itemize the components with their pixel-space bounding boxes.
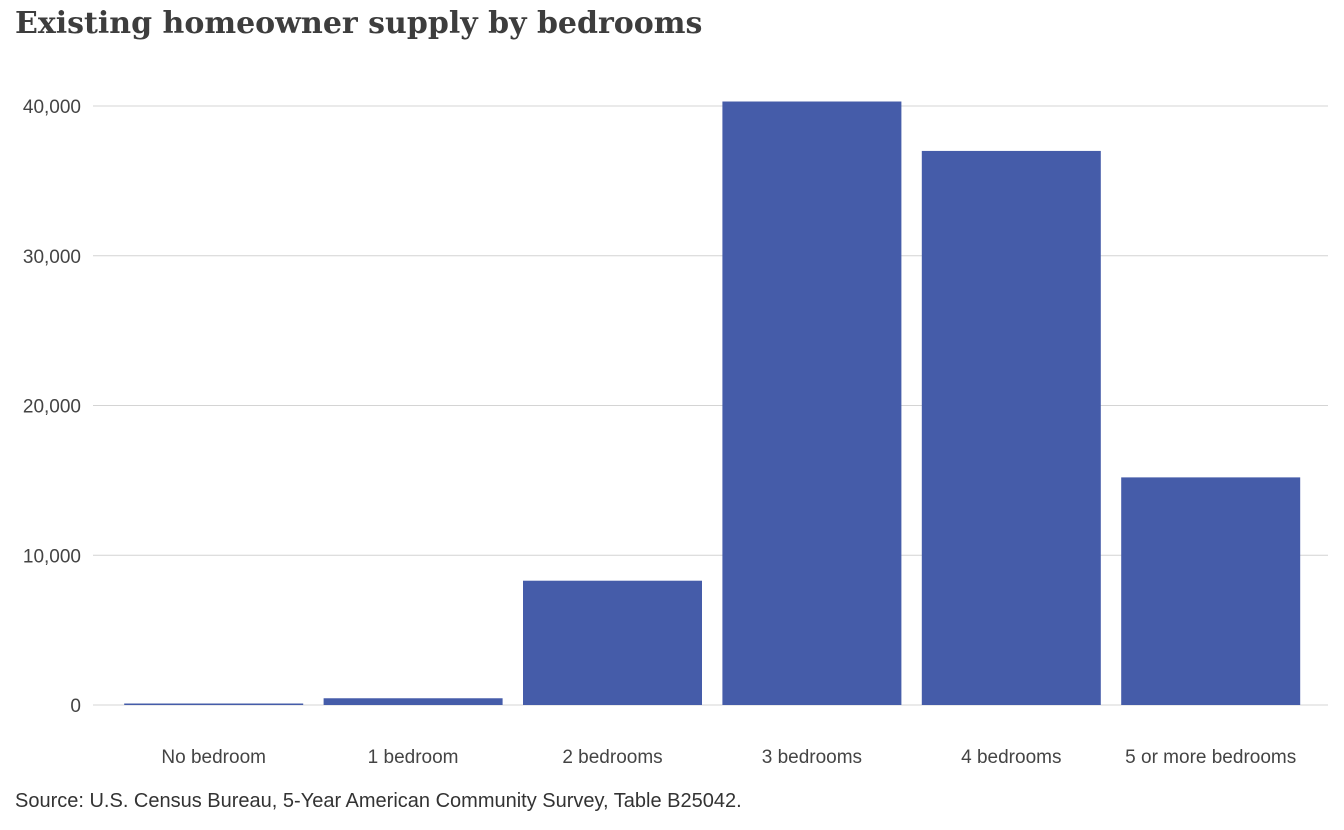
y-tick-label: 30,000 bbox=[23, 247, 81, 268]
x-tick-label: 3 bedrooms bbox=[762, 747, 862, 768]
x-tick-label: 2 bedrooms bbox=[562, 747, 662, 768]
y-tick-label: 40,000 bbox=[23, 97, 81, 118]
x-tick-label: 5 or more bedrooms bbox=[1125, 747, 1296, 768]
bar bbox=[722, 101, 902, 705]
bar bbox=[323, 698, 503, 705]
y-tick-label: 20,000 bbox=[23, 397, 81, 418]
bar bbox=[1121, 477, 1301, 705]
bar bbox=[523, 580, 702, 705]
bar-chart: 0 10,000 20,000 30,000 40,000 No bedroom 1 be… bbox=[23, 97, 1328, 768]
bar bbox=[124, 703, 304, 705]
y-tick-label: 0 bbox=[70, 696, 81, 717]
x-axis-ticks: No bedroom 1 bedroom 2 bedrooms 3 bedrooms 4… bbox=[161, 747, 1296, 768]
y-axis-ticks: 0 10,000 20,000 30,000 40,000 bbox=[23, 97, 81, 717]
bars bbox=[124, 101, 1301, 706]
x-tick-label: 4 bedrooms bbox=[961, 747, 1061, 768]
x-tick-label: 1 bedroom bbox=[368, 747, 459, 768]
chart-title: Existing homeowner supply by bedrooms bbox=[15, 6, 703, 41]
source-note: Source: U.S. Census Bureau, 5-Year Ameri… bbox=[15, 790, 742, 812]
y-tick-label: 10,000 bbox=[23, 546, 81, 567]
x-tick-label: No bedroom bbox=[161, 747, 266, 768]
bar bbox=[921, 150, 1101, 706]
